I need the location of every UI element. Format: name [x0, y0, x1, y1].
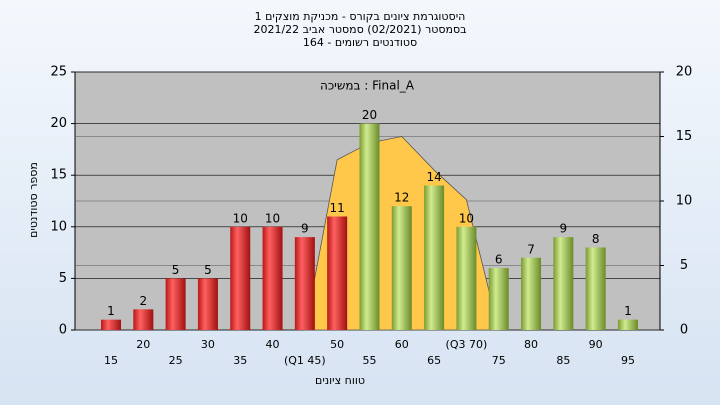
value-label: 12 [394, 191, 409, 205]
x-tick-label: 65 [427, 354, 441, 367]
value-label: 14 [426, 170, 441, 184]
x-tick-label: 50 [330, 338, 344, 351]
bar [521, 257, 542, 330]
x-tick-label: 80 [524, 338, 538, 351]
x-tick-label: 35 [233, 354, 247, 367]
y-tick-label: 20 [50, 116, 67, 131]
y-axis-label: מספר סטודנטים [27, 162, 40, 238]
value-label: 1 [624, 304, 632, 318]
value-label: 6 [495, 253, 503, 267]
x-tick-label: 90 [589, 338, 603, 351]
bar [101, 319, 121, 330]
x-tick-label: 75 [492, 354, 506, 367]
y2-tick-label: 15 [676, 129, 693, 144]
y-tick-label: 25 [50, 65, 67, 80]
value-label: 8 [592, 232, 600, 246]
value-label: 1 [107, 304, 115, 318]
value-label: 10 [265, 211, 280, 225]
value-label: 11 [330, 201, 345, 215]
bar [294, 237, 315, 330]
x-tick-label: 85 [556, 354, 570, 367]
value-label: 2 [139, 294, 147, 308]
bar [262, 226, 283, 330]
y2-tick-label: 10 [676, 194, 693, 209]
x-tick-label: 55 [362, 354, 376, 367]
bar [391, 206, 412, 330]
x-tick-label: 25 [169, 354, 183, 367]
bar [197, 278, 218, 330]
bar [585, 247, 606, 330]
value-label: 5 [204, 263, 212, 277]
value-label: 9 [560, 222, 568, 236]
bar [133, 309, 154, 330]
value-label: 20 [362, 108, 377, 122]
bar [617, 319, 638, 330]
bar [327, 216, 348, 330]
x-tick-label: (Q3 70) [446, 338, 488, 351]
x-tick-label: 30 [201, 338, 215, 351]
value-label: 10 [233, 211, 248, 225]
y-tick-label: 5 [59, 271, 67, 286]
bar [553, 237, 574, 330]
x-tick-label: 95 [621, 354, 635, 367]
title-line: סטודנטים רשומים - 164 [303, 36, 417, 49]
value-label: 10 [459, 211, 474, 225]
y-tick-label: 15 [50, 168, 67, 183]
bar [359, 123, 380, 330]
y-tick-label: 10 [50, 219, 67, 234]
title-line: היסטוגרמת ציונים בקורס - מכניקת מוצקים 1 [255, 10, 466, 23]
y-tick-label: 0 [59, 323, 67, 338]
value-label: 9 [301, 222, 309, 236]
y2-tick-label: 20 [676, 65, 693, 80]
value-label: 7 [527, 242, 535, 256]
x-tick-label: 40 [266, 338, 280, 351]
bar [230, 226, 251, 330]
x-tick-label: (Q1 45) [284, 354, 326, 367]
y2-tick-label: 0 [680, 323, 688, 338]
title-line: בסמסטר (02/2021) סמסטר אביב 2021/22 [253, 23, 466, 36]
bar [488, 268, 509, 330]
bar [165, 278, 186, 330]
x-tick-label: 20 [136, 338, 150, 351]
y2-tick-label: 5 [680, 258, 688, 273]
x-tick-label: 15 [104, 354, 118, 367]
annotation: במשיכה : Final_A [320, 79, 415, 93]
x-tick-label: 60 [395, 338, 409, 351]
bar [456, 226, 477, 330]
bar [424, 185, 445, 330]
x-axis-label: טווח ציונים [315, 374, 365, 387]
value-label: 5 [172, 263, 180, 277]
